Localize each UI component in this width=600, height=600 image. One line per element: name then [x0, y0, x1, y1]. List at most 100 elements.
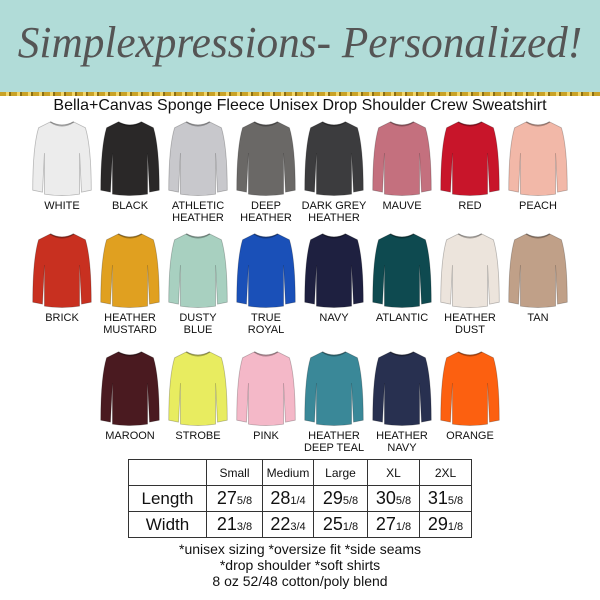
color-label: DUSTY BLUE [179, 312, 217, 336]
sweatshirt-swatch [98, 230, 162, 310]
sweatshirt-swatch [370, 348, 434, 428]
sweatshirt-swatch [438, 230, 502, 310]
product-title: Bella+Canvas Sponge Fleece Unisex Drop S… [53, 97, 547, 114]
sweatshirt-swatch [438, 118, 502, 198]
sweatshirt-image [508, 121, 568, 196]
sweatshirt-image [372, 233, 432, 308]
sweatshirt-swatch [30, 230, 94, 310]
fraction-inches: 5/8 [342, 495, 359, 507]
sweatshirt-image [100, 351, 160, 426]
sweatshirt-swatch [30, 118, 94, 198]
color-label: PINK [253, 430, 279, 442]
sweatshirt-swatch [234, 118, 298, 198]
sweatshirt-swatch [98, 348, 162, 428]
note-line: *drop shoulder *soft shirts [219, 557, 381, 573]
sweatshirt-swatch [506, 230, 570, 310]
whole-inches: 27 [216, 488, 237, 508]
sweatshirt-swatch [166, 348, 230, 428]
whole-inches: 30 [375, 488, 396, 508]
size-header-blank [128, 459, 207, 486]
sweatshirt-swatch [302, 348, 366, 428]
sweatshirt-image [100, 121, 160, 196]
color-label: HEATHER DUST [444, 312, 496, 336]
whole-inches: 31 [427, 488, 448, 508]
measure-value: 315/8 [419, 485, 472, 512]
measure-label: Width [128, 511, 207, 538]
sweatshirt-swatch [166, 230, 230, 310]
sweatshirt-image [236, 233, 296, 308]
size-header: Large [313, 459, 368, 486]
brand-banner: Simplexpressions- Personalized! [0, 0, 600, 92]
sweatshirt-swatch [302, 230, 366, 310]
sweatshirt-swatch [370, 230, 434, 310]
sweatshirt-swatch [506, 118, 570, 198]
sweatshirt-image [236, 121, 296, 196]
sweatshirt-swatch [438, 348, 502, 428]
color-label: STROBE [175, 430, 221, 442]
fraction-inches: 3/4 [290, 521, 306, 533]
color-label: ORANGE [446, 430, 494, 442]
width-row: Width 213/8 223/4 251/8 271/8 291/8 [128, 511, 472, 538]
whole-inches: 29 [322, 488, 343, 508]
sweatshirt-image [168, 121, 228, 196]
color-label: DARK GREY HEATHER [301, 200, 367, 224]
glitter-divider [0, 92, 600, 96]
sweatshirt-image [372, 121, 432, 196]
color-label: HEATHER DEEP TEAL [303, 430, 365, 454]
measure-value: 275/8 [206, 485, 263, 512]
whole-inches: 28 [270, 488, 291, 508]
measure-value: 291/8 [419, 511, 472, 538]
fraction-inches: 1/4 [290, 495, 306, 507]
measure-value: 213/8 [206, 511, 263, 538]
sweatshirt-image [32, 121, 92, 196]
color-label: RED [458, 200, 482, 212]
size-header: Medium [262, 459, 314, 486]
fraction-inches: 5/8 [236, 495, 253, 507]
size-chart: Small Medium Large XL 2XL Length 275/8 281… [128, 459, 472, 538]
measure-label: Length [128, 485, 207, 512]
sweatshirt-image [32, 233, 92, 308]
color-label: MAUVE [382, 200, 422, 212]
whole-inches: 27 [375, 514, 396, 534]
sweatshirt-swatch [234, 348, 298, 428]
fraction-inches: 5/8 [447, 495, 464, 507]
color-label: TAN [527, 312, 549, 324]
whole-inches: 25 [322, 514, 343, 534]
length-row: Length 275/8 281/4 295/8 305/8 315/8 [128, 485, 472, 512]
measure-value: 305/8 [367, 485, 420, 512]
fraction-inches: 3/8 [236, 521, 253, 533]
note-line: *unisex sizing *oversize fit *side seams [179, 541, 421, 557]
size-header: Small [206, 459, 263, 486]
whole-inches: 22 [270, 514, 291, 534]
color-label: ATHLETIC HEATHER [171, 200, 225, 224]
color-label: DEEP HEATHER [240, 200, 292, 224]
color-label: MAROON [105, 430, 155, 442]
sweatshirt-swatch [166, 118, 230, 198]
fraction-inches: 5/8 [395, 495, 412, 507]
measure-value: 281/4 [262, 485, 314, 512]
product-notes: *unisex sizing *oversize fit *side seams… [0, 541, 600, 589]
sweatshirt-image [440, 233, 500, 308]
measure-value: 251/8 [313, 511, 368, 538]
color-label: NAVY [319, 312, 349, 324]
sweatshirt-image [304, 351, 364, 426]
whole-inches: 21 [216, 514, 237, 534]
color-label: WHITE [44, 200, 80, 212]
fraction-inches: 1/8 [342, 521, 359, 533]
fraction-inches: 1/8 [447, 521, 464, 533]
whole-inches: 29 [427, 514, 448, 534]
size-header-row: Small Medium Large XL 2XL [128, 459, 472, 486]
sweatshirt-image [168, 233, 228, 308]
measure-value: 295/8 [313, 485, 368, 512]
color-label: HEATHER NAVY [376, 430, 428, 454]
fraction-inches: 1/8 [395, 521, 412, 533]
brand-title: Simplexpressions- Personalized! [17, 18, 583, 67]
sweatshirt-swatch [370, 118, 434, 198]
sweatshirt-image [236, 351, 296, 426]
size-header: XL [367, 459, 420, 486]
sweatshirt-image [304, 233, 364, 308]
sweatshirt-image [508, 233, 568, 308]
measure-value: 223/4 [262, 511, 314, 538]
color-label: ATLANTIC [375, 312, 429, 324]
